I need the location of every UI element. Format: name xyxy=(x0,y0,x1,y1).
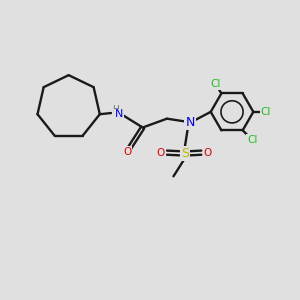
Text: O: O xyxy=(203,148,211,158)
Text: S: S xyxy=(181,147,189,160)
Text: N: N xyxy=(185,116,195,129)
Text: O: O xyxy=(124,147,132,157)
Text: Cl: Cl xyxy=(247,135,257,145)
Text: Cl: Cl xyxy=(261,107,271,117)
Text: O: O xyxy=(157,148,165,158)
Text: Cl: Cl xyxy=(210,79,221,89)
Text: H: H xyxy=(112,105,119,114)
Text: N: N xyxy=(115,109,123,119)
